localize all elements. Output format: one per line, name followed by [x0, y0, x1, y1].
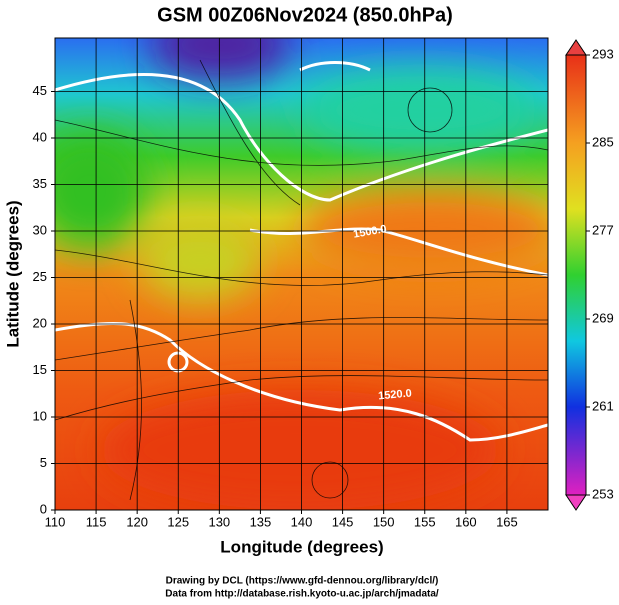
contour-line [299, 61, 371, 72]
contour-line [55, 321, 548, 442]
y-tick-label: 45 [33, 83, 47, 98]
contour-line [249, 227, 548, 277]
y-axis-label: Latitude (degrees) [3, 200, 22, 347]
coastline [199, 59, 301, 206]
x-tick-label: 140 [291, 514, 313, 529]
y-tick-label: 5 [40, 455, 47, 470]
contour-line [55, 73, 548, 202]
y-tick-label: 20 [33, 315, 47, 330]
colorbar-tick-label: 277 [592, 222, 614, 237]
streamline [55, 249, 548, 286]
streamline [55, 317, 548, 361]
colorbar-tick-label: 285 [592, 134, 614, 149]
x-tick-label: 130 [208, 514, 230, 529]
x-tick-label: 155 [414, 514, 436, 529]
streamline [311, 461, 349, 499]
y-tick-label: 0 [40, 501, 47, 516]
colorbar-tick-label: 293 [592, 46, 614, 61]
credit-line: Drawing by DCL (https://www.gfd-dennou.o… [166, 576, 439, 587]
coastline [129, 299, 142, 501]
colorbar-tick-label: 261 [592, 398, 614, 413]
x-tick-label: 165 [496, 514, 518, 529]
y-tick-label: 30 [33, 222, 47, 237]
field-detail [55, 38, 548, 510]
x-tick-label: 145 [332, 514, 354, 529]
streamlines [55, 59, 548, 501]
y-tick-label: 25 [33, 269, 47, 284]
x-tick-label: 120 [126, 514, 148, 529]
colorbar-tick-label: 269 [592, 310, 614, 325]
grid [55, 38, 548, 510]
x-tick-label: 135 [250, 514, 272, 529]
contour-labels: 1500.0 1520.0 [352, 223, 412, 402]
contour-label: 1500.0 [352, 223, 387, 241]
x-tick-label: 115 [86, 514, 107, 529]
y-tick-label: 40 [33, 129, 47, 144]
colorbar-tick-label: 253 [592, 486, 614, 501]
x-tick-label: 160 [455, 514, 477, 529]
streamline [55, 375, 548, 421]
x-axis-label: Longitude (degrees) [220, 537, 383, 556]
title: GSM 00Z06Nov2024 (850.0hPa) [157, 4, 453, 26]
colorbar-body [565, 54, 587, 496]
contours [55, 61, 548, 442]
colorbar: 253 261 269 277 285 293 [565, 39, 614, 511]
axes: 110 115 120 125 130 135 140 145 150 155 160 165 0 5 10… [33, 83, 518, 530]
colorbar-ticks: 253 261 269 277 285 293 [586, 46, 614, 501]
contour-label: 1520.0 [378, 387, 413, 402]
x-tick-label: 110 [45, 514, 66, 529]
x-tick-label: 150 [373, 514, 395, 529]
colorbar-min-arrow [565, 494, 587, 511]
x-tick-label: 125 [167, 514, 189, 529]
y-tick-label: 15 [33, 362, 47, 377]
credit-line: Data from http://database.rish.kyoto-u.a… [165, 589, 439, 600]
streamline [407, 87, 453, 133]
field: 1500.0 1520.0 [55, 38, 548, 510]
credits: Drawing by DCL (https://www.gfd-dennou.o… [165, 576, 439, 600]
colorbar-max-arrow [565, 39, 587, 56]
y-tick-label: 10 [33, 408, 47, 423]
y-tick-label: 35 [33, 176, 47, 191]
streamline [55, 119, 548, 166]
